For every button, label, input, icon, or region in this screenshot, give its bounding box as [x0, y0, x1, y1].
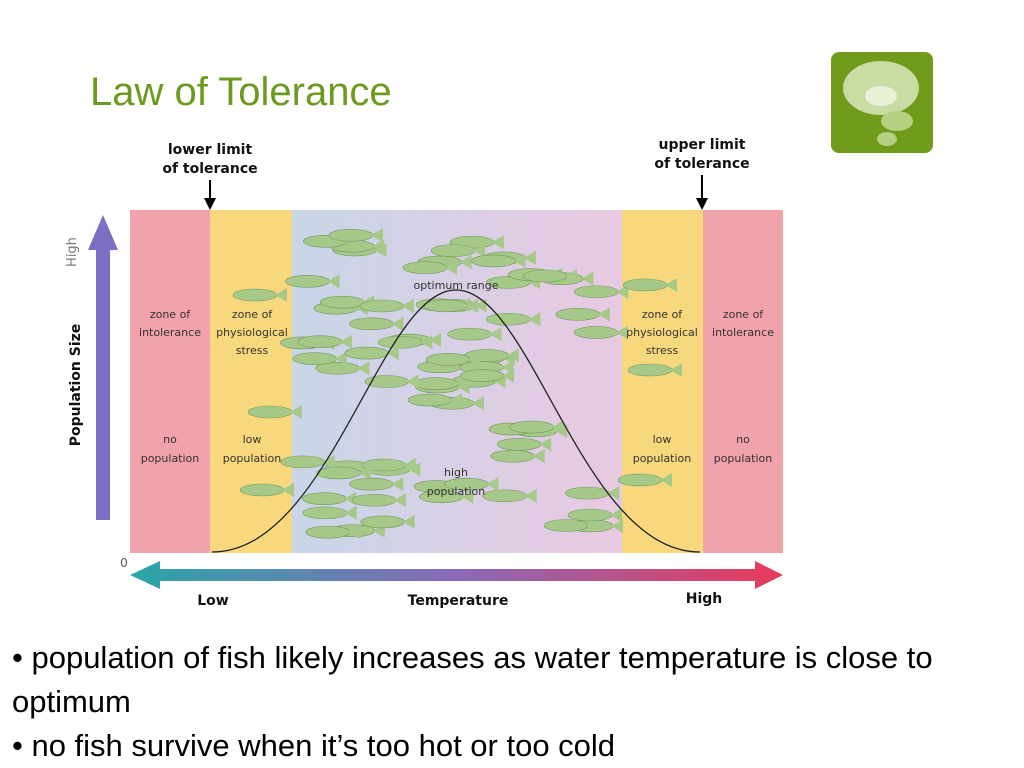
label: lower limit: [168, 142, 253, 158]
fish: [378, 335, 433, 350]
fish: [622, 278, 677, 292]
icon: [831, 52, 933, 153]
label: High: [65, 237, 80, 267]
fish: [247, 405, 302, 419]
fish: [364, 374, 419, 389]
fish: [509, 420, 564, 435]
label: intolerance: [712, 326, 774, 339]
fish: [565, 486, 620, 501]
fish: [567, 508, 622, 522]
label: of tolerance: [162, 161, 257, 177]
fish: [344, 346, 399, 361]
y-arrow: [88, 215, 118, 520]
fish: [360, 514, 415, 529]
label: no: [736, 433, 750, 446]
label: zone of: [642, 308, 683, 321]
label: zone of: [723, 308, 764, 321]
bullet: • no fish survive when it’s too hot or t…: [12, 728, 616, 763]
arrow-head: [204, 198, 216, 210]
fish: [482, 488, 537, 503]
label: Low: [197, 593, 229, 609]
fish: [425, 352, 481, 367]
fish: [573, 284, 629, 299]
fish: [522, 268, 578, 283]
fish: [359, 299, 414, 314]
fish: [305, 525, 360, 540]
fish: [444, 477, 499, 492]
bullet: • population of fish likely increases as…: [12, 640, 933, 719]
bullet-list: • population of fish likely increases as…: [12, 636, 1002, 768]
fish: [447, 327, 502, 342]
zone-intolerance: [130, 210, 210, 553]
label: no: [163, 433, 177, 446]
tolerance-curve: [211, 289, 701, 553]
fish: [328, 228, 384, 243]
label: high: [444, 466, 468, 479]
zone-stress: [622, 210, 703, 553]
fish-school: [232, 228, 682, 540]
fish: [285, 274, 340, 289]
zone-intolerance: [703, 210, 783, 553]
fish: [351, 493, 406, 508]
fish: [402, 260, 458, 275]
label: Population Size: [68, 324, 84, 447]
label: population: [427, 485, 486, 498]
fish: [239, 483, 294, 497]
label: 0: [120, 556, 128, 570]
fish: [280, 454, 335, 469]
label: stress: [646, 344, 679, 357]
fish: [292, 351, 347, 366]
fish: [302, 505, 357, 520]
fish: [490, 449, 545, 464]
label: zone of: [232, 308, 273, 321]
label: low: [653, 433, 672, 446]
label: population: [714, 452, 773, 465]
label: High: [686, 591, 723, 607]
label: upper limit: [659, 137, 746, 153]
fish: [315, 361, 370, 376]
label: low: [243, 433, 262, 446]
fish: [573, 325, 629, 340]
x-arrow: [130, 561, 783, 589]
label: intolerance: [139, 326, 201, 339]
fish: [617, 473, 672, 487]
fish: [627, 363, 682, 377]
label: zone of: [150, 308, 191, 321]
fish: [419, 489, 474, 504]
label: stress: [236, 344, 269, 357]
label: population: [633, 452, 692, 465]
fish: [361, 457, 416, 472]
fish: [316, 465, 371, 480]
fish: [543, 518, 599, 533]
fish: [496, 437, 552, 452]
label: of tolerance: [654, 156, 749, 172]
diagram: lower limit of tolerance upper limit of tol…: [65, 52, 933, 609]
fish: [348, 477, 404, 492]
arrow-head: [696, 198, 708, 210]
fish: [555, 307, 610, 322]
fish: [430, 243, 486, 258]
label: Temperature: [408, 593, 509, 609]
fish: [232, 288, 287, 302]
label: physiological: [216, 326, 288, 339]
label: population: [141, 452, 200, 465]
slide-title: Law of Tolerance: [90, 70, 392, 114]
fish: [413, 376, 468, 391]
label: population: [223, 452, 282, 465]
fish: [471, 253, 526, 268]
zone-stress: [210, 210, 292, 553]
fish: [407, 393, 462, 408]
label: physiological: [626, 326, 698, 339]
fish: [485, 312, 541, 327]
fish: [349, 316, 404, 331]
fish: [297, 334, 352, 349]
fish: [459, 368, 515, 383]
label: optimum range: [414, 279, 499, 292]
